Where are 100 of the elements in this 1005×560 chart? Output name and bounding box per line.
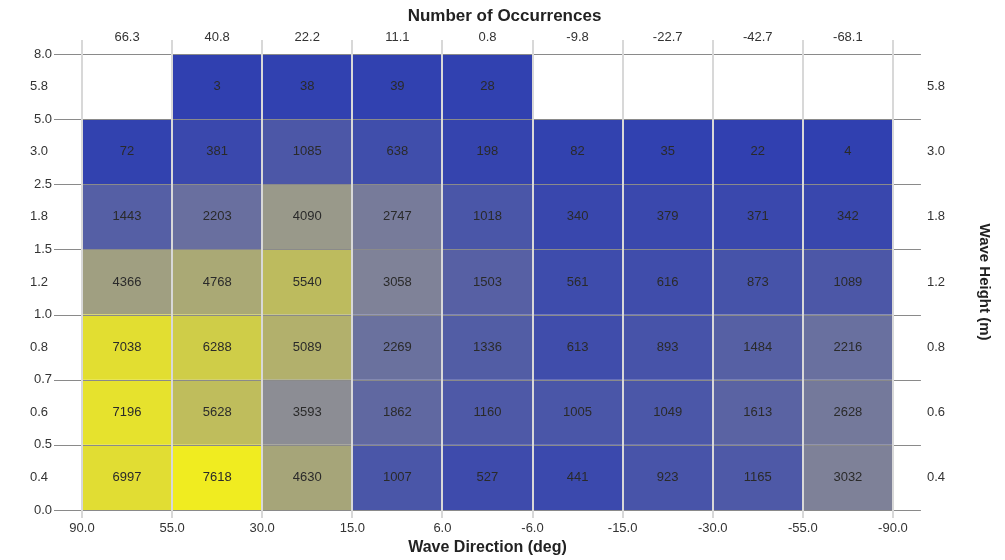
text: 55.0 xyxy=(159,520,185,536)
data-label: 379 xyxy=(656,208,679,224)
y2-tick-label: 0.4 xyxy=(926,469,946,485)
data-label: 873 xyxy=(746,273,769,289)
data-label: 4768 xyxy=(202,273,232,289)
data-label: 2628 xyxy=(833,403,863,419)
data-label: 1484 xyxy=(743,338,773,354)
x-tick-label: -9.8 xyxy=(566,28,589,44)
data-label: 3032 xyxy=(833,469,863,485)
text: 8.0 xyxy=(33,45,52,61)
data-label: 1503 xyxy=(473,273,502,289)
data-label: 7618 xyxy=(202,469,232,485)
x-tick-label: -22.7 xyxy=(652,28,683,44)
data-label: 2203 xyxy=(202,208,232,224)
data-label: 1085 xyxy=(292,143,322,159)
y-tick-label: 1.8 xyxy=(29,208,48,224)
data-label: 1089 xyxy=(833,273,863,289)
data-label: 39 xyxy=(390,78,405,94)
text: -55.0 xyxy=(788,520,818,536)
data-label: 371 xyxy=(746,208,769,224)
text: -90.0 xyxy=(878,520,908,536)
data-label: 4366 xyxy=(112,273,142,289)
data-label: 2269 xyxy=(382,338,412,354)
data-label: 1165 xyxy=(743,469,772,485)
x-tick-label: 0.8 xyxy=(478,28,497,44)
data-label: 38 xyxy=(300,78,315,94)
data-label: 7196 xyxy=(112,403,142,419)
y2-tick-label: 1.8 xyxy=(926,208,946,224)
data-label: 923 xyxy=(656,469,679,485)
x-tick-label: 40.8 xyxy=(204,28,230,44)
data-label: 561 xyxy=(566,273,589,289)
data-label: 1336 xyxy=(473,338,502,354)
text: -30.0 xyxy=(697,520,728,536)
text: 2.5 xyxy=(33,175,52,191)
data-label: 1862 xyxy=(382,403,412,419)
y-tick-label: 1.2 xyxy=(29,273,48,289)
text: 6.0 xyxy=(433,520,452,536)
y2-tick-label: 5.8 xyxy=(926,78,946,94)
data-label: 340 xyxy=(566,208,589,224)
data-label: 4 xyxy=(844,143,852,159)
data-label: 1049 xyxy=(653,403,683,419)
text: 1.5 xyxy=(33,241,52,257)
data-label: 3593 xyxy=(292,403,322,419)
y2-tick-label: 3.0 xyxy=(926,143,946,159)
text: -6.0 xyxy=(521,520,544,536)
data-label: 2216 xyxy=(833,338,863,354)
text: -15.0 xyxy=(607,520,638,536)
data-label: 5540 xyxy=(292,273,322,289)
data-label: 1018 xyxy=(473,208,502,224)
data-label: 441 xyxy=(566,469,589,485)
x-tick-label: -42.7 xyxy=(742,28,773,44)
y2-tick-label: 0.6 xyxy=(926,403,946,419)
y-tick-label: 0.4 xyxy=(29,469,48,485)
data-label: 7038 xyxy=(112,338,142,354)
data-label: 1443 xyxy=(112,208,142,224)
x-axis-title: Wave Direction (deg) xyxy=(408,538,567,556)
data-label: 35 xyxy=(660,143,675,159)
x-tick-label: 22.2 xyxy=(294,28,320,44)
text: 15.0 xyxy=(339,520,365,536)
y2-tick-label: 0.8 xyxy=(926,338,946,354)
chart-title: Number of Occurrences xyxy=(407,5,602,25)
y-axis-title: Wave Height (m) xyxy=(976,223,994,341)
y-tick-label: 0.6 xyxy=(29,403,48,419)
data-label: 28 xyxy=(480,78,495,94)
data-label: 616 xyxy=(656,273,679,289)
text: 0.0 xyxy=(33,501,52,517)
data-label: 893 xyxy=(656,338,679,354)
text: 0.7 xyxy=(33,371,52,387)
data-label: 342 xyxy=(837,208,859,224)
x-tick-label: 66.3 xyxy=(114,28,140,44)
data-label: 613 xyxy=(566,338,589,354)
text: 0.5 xyxy=(33,436,52,452)
text: 30.0 xyxy=(249,520,275,536)
x-tick-label: -68.1 xyxy=(833,28,863,44)
data-label: 1007 xyxy=(382,469,412,485)
text: 1.0 xyxy=(33,306,52,322)
data-label: 5089 xyxy=(292,338,322,354)
data-label: 3 xyxy=(213,78,221,94)
text: 5.0 xyxy=(33,110,52,126)
data-label: 82 xyxy=(570,143,585,159)
text: 90.0 xyxy=(69,520,95,536)
data-label: 1613 xyxy=(743,403,773,419)
y-tick-label: 0.8 xyxy=(29,338,48,354)
y-tick-label: 5.8 xyxy=(29,78,48,94)
data-label: 1005 xyxy=(563,403,593,419)
data-label: 3058 xyxy=(382,273,412,289)
data-label: 72 xyxy=(119,143,135,159)
y-tick-label: 3.0 xyxy=(29,143,48,159)
data-label: 6288 xyxy=(202,338,232,354)
data-label: 5628 xyxy=(202,403,232,419)
data-label: 2747 xyxy=(382,208,412,224)
data-label: 381 xyxy=(206,143,229,159)
data-label: 4630 xyxy=(292,469,322,485)
data-label: 1160 xyxy=(473,403,502,419)
data-label: 638 xyxy=(386,143,409,159)
data-label: 4090 xyxy=(292,208,322,224)
x-tick-label: 11.1 xyxy=(385,28,410,44)
data-label: 6997 xyxy=(112,469,142,485)
y2-tick-label: 1.2 xyxy=(926,273,946,289)
data-label: 527 xyxy=(476,469,499,485)
